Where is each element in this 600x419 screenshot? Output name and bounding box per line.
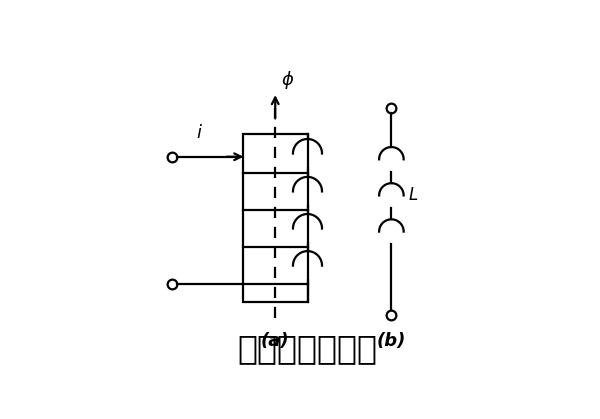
Bar <box>243 134 308 302</box>
Text: (b): (b) <box>377 332 406 349</box>
Text: (a): (a) <box>261 332 290 349</box>
Text: 电感线圈连接图: 电感线圈连接图 <box>238 332 377 365</box>
Text: L: L <box>409 186 418 204</box>
Text: $\phi$: $\phi$ <box>281 69 295 91</box>
Text: $i$: $i$ <box>196 124 203 142</box>
